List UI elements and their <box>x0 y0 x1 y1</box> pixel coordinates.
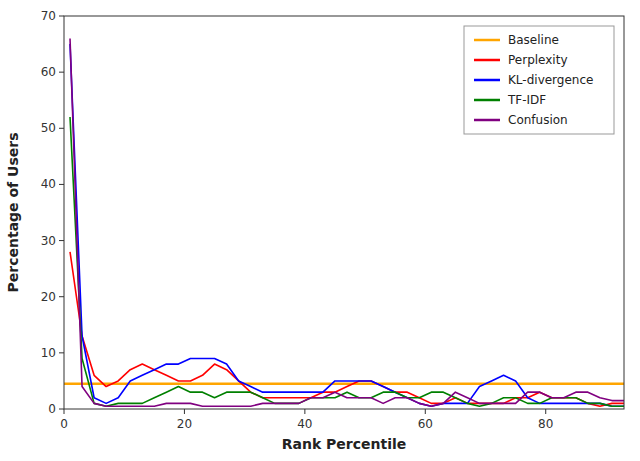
x-tick <box>304 409 305 414</box>
y-tick-label: 70 <box>41 9 56 23</box>
x-tick <box>545 409 546 414</box>
series-line <box>70 252 624 406</box>
x-tick <box>64 409 65 414</box>
plot-frame <box>64 16 624 409</box>
y-tick-label: 60 <box>41 65 56 79</box>
y-tick-label: 20 <box>41 290 56 304</box>
y-tick-label: 50 <box>41 121 56 135</box>
series-line <box>70 38 624 406</box>
x-tick-label: 60 <box>418 417 433 431</box>
x-tick <box>425 409 426 414</box>
x-tick-label: 40 <box>297 417 312 431</box>
y-tick-label: 10 <box>41 346 56 360</box>
x-axis-label: Rank Percentile <box>282 436 407 452</box>
y-tick <box>59 352 64 353</box>
y-tick <box>59 240 64 241</box>
legend-swatch <box>474 79 500 82</box>
series-line <box>70 44 624 406</box>
reference-line <box>64 382 624 385</box>
legend-label: TF-IDF <box>507 93 546 107</box>
plot-background <box>64 16 624 409</box>
y-tick <box>59 128 64 129</box>
y-tick <box>59 296 64 297</box>
chart: 0 20 40 60 80 0 10 20 30 40 50 60 70 Rank Percentile P… <box>0 0 640 461</box>
x-tick-label: 0 <box>60 417 68 431</box>
x-tick-label: 80 <box>538 417 553 431</box>
legend-box <box>464 26 614 134</box>
legend-swatch <box>474 59 500 62</box>
y-tick-label: 40 <box>41 177 56 191</box>
series-line <box>70 117 624 406</box>
x-tick-label: 20 <box>177 417 192 431</box>
y-tick-label: 30 <box>41 234 56 248</box>
y-axis-label: Percentage of Users <box>5 133 21 293</box>
marks <box>64 38 624 406</box>
y-tick <box>59 409 64 410</box>
x-tick <box>184 409 185 414</box>
legend-swatch <box>474 99 500 102</box>
legend-label: KL-divergence <box>508 73 593 87</box>
y-tick <box>59 72 64 73</box>
legend-label: Perplexity <box>508 53 568 67</box>
y-tick-label: 0 <box>48 402 56 416</box>
legend: Baseline Perplexity KL-divergence TF-IDF Con… <box>464 26 614 134</box>
legend-label: Baseline <box>508 33 559 47</box>
legend-swatch <box>474 119 500 122</box>
y-tick <box>59 16 64 17</box>
legend-label: Confusion <box>508 113 568 127</box>
legend-swatch <box>474 39 500 42</box>
y-tick <box>59 184 64 185</box>
